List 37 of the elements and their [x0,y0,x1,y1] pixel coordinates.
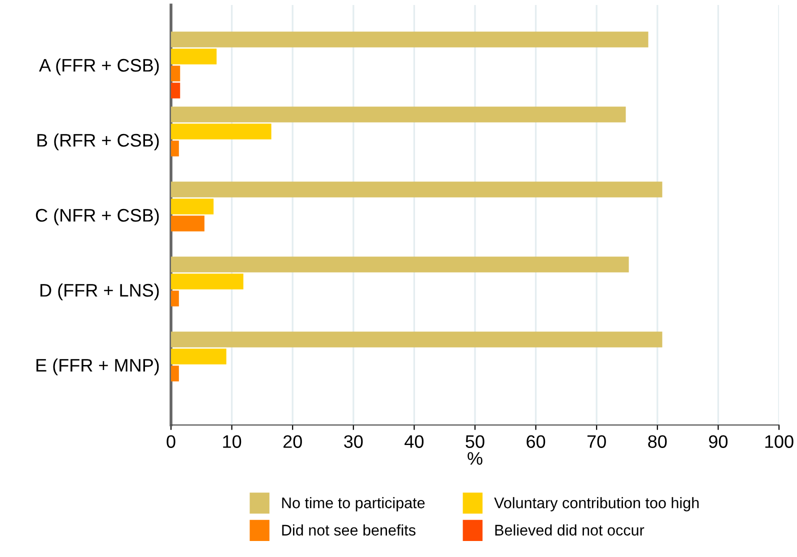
bar [171,256,629,272]
x-tick-label: 10 [223,435,242,448]
bar [171,348,226,364]
x-axis-title: % [468,452,482,465]
bar [171,106,626,122]
x-tick-label: 80 [648,435,667,448]
y-tick-label: E (FFR + MNP) [36,358,159,376]
y-tick-label: D (FFR + LNS) [40,283,159,300]
bar [171,32,648,48]
bar [171,48,217,64]
bar [171,290,179,306]
bar [171,198,214,214]
x-tick-label: 30 [344,435,363,448]
x-tick-label: 60 [526,435,546,448]
legend-label: Did not see benefits [282,524,416,536]
x-tick-label: 90 [709,435,728,448]
y-tick-label: B (RFR + CSB) [37,133,159,150]
bar [171,66,180,82]
x-tick-label: 100 [765,435,794,448]
legend-label: Voluntary contribution too high [494,497,699,512]
y-tick-label: A (FFR + CSB) [39,58,159,76]
bar [171,216,204,232]
bar [171,82,180,98]
legend-label: Believed did not occur [495,524,644,536]
bar [171,274,244,290]
legend-label: No time to participate [282,497,425,512]
x-tick-label: 40 [404,435,424,448]
x-tick-label: 70 [587,435,606,448]
x-tick-label: 20 [283,435,302,448]
bar [171,366,179,382]
bar [171,124,272,140]
bar [171,332,662,348]
bar [171,140,179,156]
bar [171,182,662,198]
x-tick-label: 50 [466,435,484,448]
x-tick-label: 0 [166,435,176,448]
y-tick-label: C (NFR + CSB) [36,208,159,226]
